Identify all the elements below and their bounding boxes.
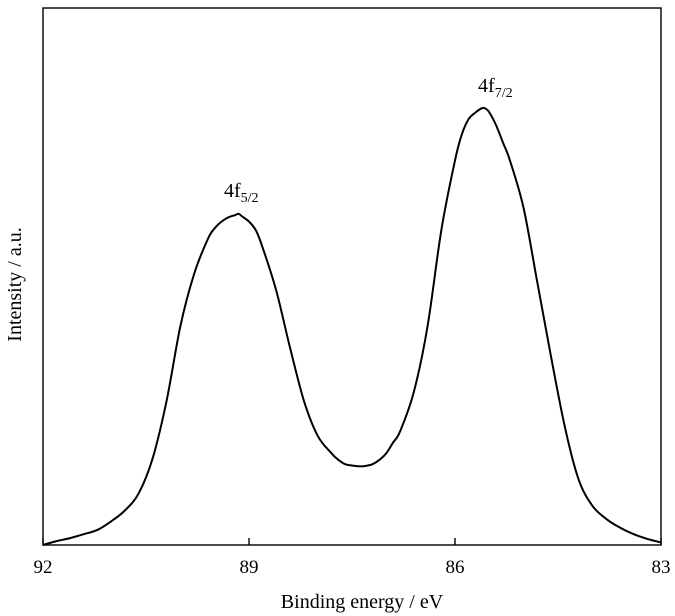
- x-tick-label: 83: [652, 557, 671, 578]
- x-tick-label: 86: [446, 557, 465, 578]
- spectrum-line: [42, 106, 662, 546]
- peak-label: 4f5/2: [224, 180, 259, 206]
- peak-annotations: 4f5/2 4f7/2: [224, 75, 513, 206]
- x-tick-label: 92: [34, 557, 53, 578]
- x-axis-label: Binding energy / eV: [281, 591, 444, 613]
- y-axis-label: Intensity / a.u.: [4, 227, 26, 341]
- peak-label: 4f7/2: [478, 75, 513, 101]
- plot-frame: [42, 7, 662, 546]
- x-axis-tick-labels: 92 89 86 83: [34, 557, 671, 578]
- x-tick-label: 89: [240, 557, 259, 578]
- x-axis-ticks: [42, 538, 662, 545]
